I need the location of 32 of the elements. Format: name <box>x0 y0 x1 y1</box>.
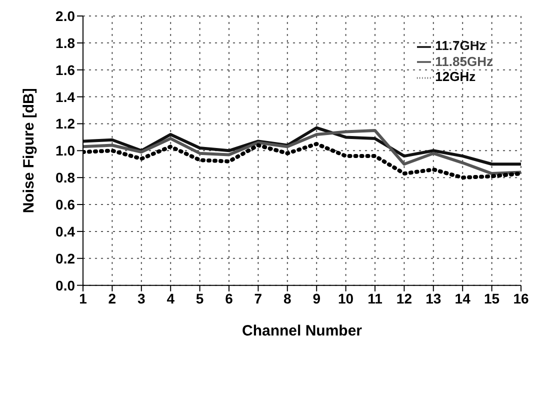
y-tick-label: 0.2 <box>56 250 76 266</box>
y-tick-label: 0.0 <box>56 277 76 294</box>
x-tick-label: 8 <box>284 290 292 306</box>
x-tick-label: 14 <box>454 290 471 306</box>
x-tick-label: 2 <box>108 290 116 306</box>
x-tick-label: 5 <box>196 290 204 306</box>
x-tick-label: 10 <box>338 290 354 306</box>
x-tick-label: 12 <box>396 290 412 306</box>
x-tick-label: 4 <box>166 290 175 306</box>
x-tick-label: 15 <box>484 290 500 306</box>
x-tick-label: 6 <box>225 290 234 306</box>
legend-label: 11.85GHz <box>435 54 493 69</box>
y-tick-label: 1.4 <box>56 88 76 105</box>
y-tick-label: 1.6 <box>56 62 76 78</box>
x-tick-label: 3 <box>138 290 146 306</box>
legend-label: 12GHz <box>435 69 476 84</box>
x-tick-label: 7 <box>254 290 262 306</box>
y-tick-label: 0.4 <box>56 223 76 240</box>
x-tick-label: 9 <box>312 290 321 306</box>
y-tick-label: 2.0 <box>56 8 76 24</box>
x-axis-title: Channel Number <box>242 322 362 340</box>
x-tick-label: 11 <box>368 290 383 306</box>
y-axis-title: Noise Figure [dB] <box>20 88 38 214</box>
x-tick-label: 1 <box>79 290 88 306</box>
y-tick-label: 1.8 <box>56 34 76 51</box>
y-tick-label: 0.6 <box>56 196 76 212</box>
y-tick-label: 1.0 <box>56 142 76 159</box>
y-tick-label: 0.8 <box>56 170 76 186</box>
y-tick-label: 1.2 <box>56 116 76 132</box>
x-tick-label: 16 <box>513 290 529 306</box>
x-tick-label: 13 <box>426 290 442 306</box>
legend-label: 11.7GHz <box>435 38 486 53</box>
